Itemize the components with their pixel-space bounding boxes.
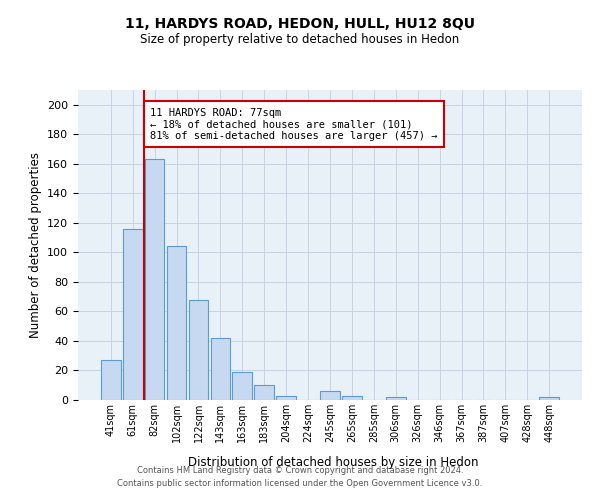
Text: Size of property relative to detached houses in Hedon: Size of property relative to detached ho… [140,32,460,46]
Bar [232,372,252,400]
Bar [145,160,164,400]
Bar [539,397,559,400]
Bar [101,360,121,400]
Bar [123,229,143,400]
Bar [211,338,230,400]
Text: 11 HARDYS ROAD: 77sqm
← 18% of detached houses are smaller (101)
81% of semi-det: 11 HARDYS ROAD: 77sqm ← 18% of detached … [150,108,438,141]
Text: Contains HM Land Registry data © Crown copyright and database right 2024.
Contai: Contains HM Land Registry data © Crown c… [118,466,482,487]
Bar [254,385,274,400]
Bar [167,246,187,400]
Bar [320,391,340,400]
Text: Distribution of detached houses by size in Hedon: Distribution of detached houses by size … [188,456,478,469]
Text: 11, HARDYS ROAD, HEDON, HULL, HU12 8QU: 11, HARDYS ROAD, HEDON, HULL, HU12 8QU [125,18,475,32]
Y-axis label: Number of detached properties: Number of detached properties [29,152,41,338]
Bar [188,300,208,400]
Bar [276,396,296,400]
Bar [342,396,362,400]
Bar [386,397,406,400]
